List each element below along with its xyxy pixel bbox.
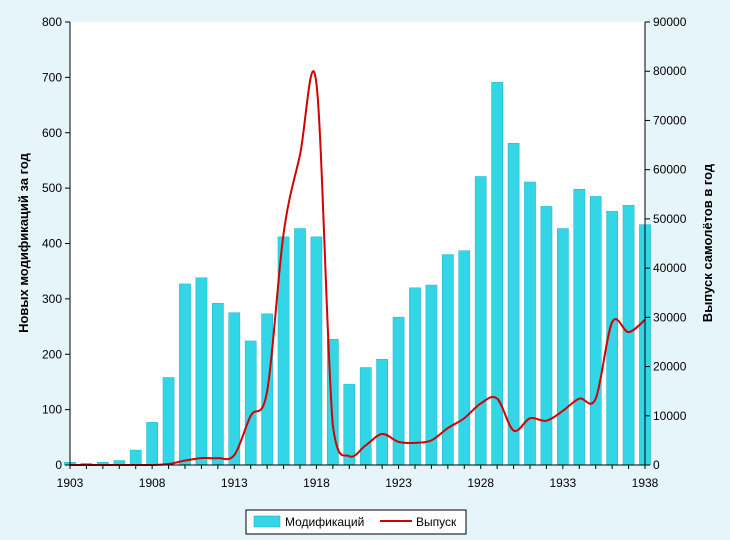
bar-1934	[573, 188, 586, 466]
bar-1928	[474, 176, 487, 466]
bar-1920	[343, 383, 356, 466]
left-axis-ticks: 0 100 200 300 400 500 600 700 800	[42, 15, 70, 472]
x-axis-ticks: 1903 1908 1913 1918 1923 1928 1933 1938	[57, 465, 659, 490]
x-tick-label: 1928	[467, 476, 494, 490]
bar-1907	[129, 449, 142, 466]
bar-1921	[359, 367, 372, 466]
left-tick-label: 200	[42, 347, 62, 361]
legend-bar-label: Модификаций	[285, 515, 364, 529]
left-tick-label: 400	[42, 237, 62, 251]
x-tick-label: 1923	[385, 476, 412, 490]
right-axis-ticks: 0 10000 20000 30000 40000 50000 60000 70000 8000…	[645, 15, 687, 472]
right-tick-label: 70000	[653, 113, 687, 127]
left-tick-label: 100	[42, 403, 62, 417]
bar-1908	[146, 422, 158, 466]
line-series-output	[70, 70, 646, 466]
bar-1922	[376, 358, 388, 466]
bar-1926	[442, 254, 454, 466]
bar-1932	[540, 206, 553, 466]
right-tick-label: 90000	[653, 15, 687, 29]
right-tick-label: 0	[653, 458, 660, 472]
legend-box	[245, 509, 467, 535]
bar-1910	[179, 283, 191, 466]
right-tick-label: 10000	[653, 409, 687, 423]
left-tick-label: 500	[42, 181, 62, 195]
right-tick-label: 30000	[653, 310, 687, 324]
x-tick-label: 1933	[550, 476, 577, 490]
legend: Модификаций Выпуск	[245, 509, 467, 535]
bar-1917	[294, 228, 306, 466]
right-tick-label: 50000	[653, 212, 687, 226]
left-axis-title: Новых модификаций за год	[16, 152, 31, 333]
x-tick-label: 1913	[221, 476, 248, 490]
bar-1913	[228, 312, 241, 466]
left-tick-label: 700	[42, 70, 62, 84]
bar-1929	[491, 82, 503, 466]
bar-1930	[507, 143, 520, 466]
x-tick-label: 1908	[139, 476, 166, 490]
bar-1912	[212, 303, 224, 466]
x-tick-label: 1918	[303, 476, 330, 490]
right-tick-label: 20000	[653, 360, 687, 374]
right-tick-label: 80000	[653, 64, 687, 78]
right-axis-title: Выпуск самолётов в год	[700, 163, 715, 322]
left-tick-label: 800	[42, 15, 62, 29]
left-tick-label: 600	[42, 126, 62, 140]
bar-1911	[195, 277, 208, 466]
bar-1935	[589, 196, 602, 466]
bar-1914	[244, 340, 257, 466]
bar-1933	[557, 228, 569, 466]
legend-bar-swatch	[253, 515, 281, 528]
right-tick-label: 40000	[653, 261, 687, 275]
x-tick-label: 1938	[632, 476, 659, 490]
bar-1918	[310, 236, 323, 466]
left-tick-label: 0	[55, 458, 62, 472]
left-tick-label: 300	[42, 292, 62, 306]
bar-1937	[622, 205, 635, 466]
bar-1909	[162, 377, 175, 466]
x-tick-label: 1903	[57, 476, 84, 490]
right-tick-label: 60000	[653, 163, 687, 177]
legend-line-label: Выпуск	[416, 515, 457, 529]
bar-1927	[458, 250, 471, 466]
bar-1924	[409, 287, 421, 466]
